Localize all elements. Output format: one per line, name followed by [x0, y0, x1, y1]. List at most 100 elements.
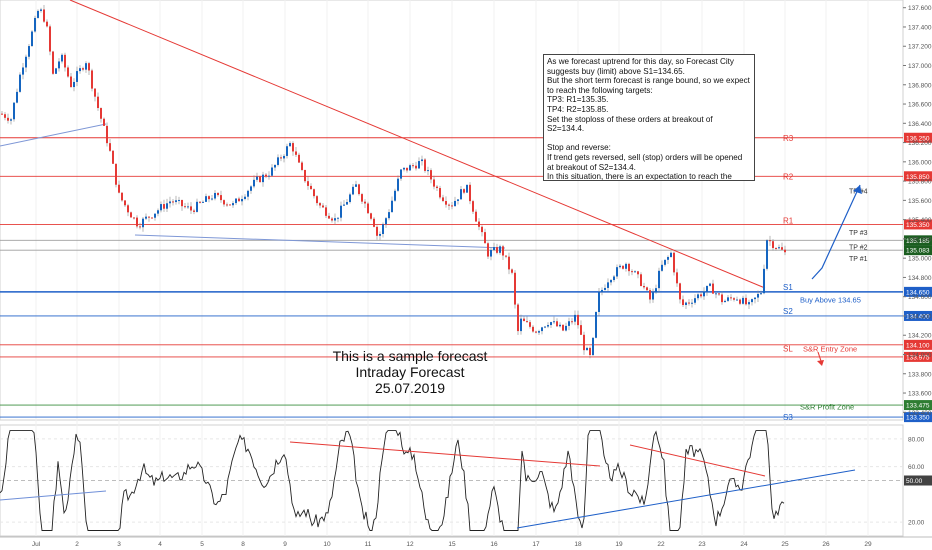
- candle-body: [469, 184, 471, 202]
- time-label: 11: [365, 541, 372, 548]
- candle-body: [511, 269, 513, 273]
- candle-body: [40, 9, 42, 11]
- candle-body: [283, 155, 285, 159]
- candle-body: [436, 186, 438, 189]
- candle-body: [583, 334, 585, 351]
- level-tag: [904, 245, 932, 256]
- candle-body: [313, 189, 315, 197]
- candle-body: [268, 175, 270, 177]
- candle-body: [214, 192, 216, 199]
- candle-body: [88, 63, 90, 71]
- candle-body: [316, 196, 318, 204]
- candle-body: [178, 199, 180, 201]
- candle-body: [79, 68, 81, 72]
- candle-body: [463, 189, 465, 193]
- candle-body: [526, 321, 528, 323]
- time-label: Jul: [32, 541, 41, 548]
- level-tag-label: 136.250: [906, 135, 930, 142]
- r3-label: R3: [783, 134, 794, 143]
- candle-body: [223, 200, 225, 205]
- candle-body: [556, 321, 558, 327]
- candle-body: [19, 74, 21, 92]
- candle-body: [646, 287, 648, 291]
- candle-body: [409, 165, 411, 171]
- candle-body: [229, 204, 231, 206]
- candle-body: [331, 218, 333, 221]
- candle-body: [181, 199, 183, 207]
- sl-label: SL: [783, 345, 793, 354]
- candle-body: [490, 249, 492, 257]
- time-label: 25: [781, 541, 789, 548]
- candle-body: [673, 252, 675, 273]
- candle-body: [55, 68, 57, 74]
- candle-body: [709, 283, 711, 286]
- tp2-label: TP #2: [849, 245, 868, 252]
- level-tag-label: 135.083: [906, 248, 930, 255]
- price-tick-label: 135.400: [908, 217, 932, 224]
- level-tag-label: 135.850: [906, 174, 930, 181]
- candle-body: [661, 264, 663, 271]
- candle-body: [478, 221, 480, 227]
- candle-body: [292, 143, 294, 152]
- candle-body: [298, 154, 300, 163]
- candle-body: [652, 292, 654, 300]
- candle-body: [343, 204, 345, 206]
- time-label: 3: [117, 541, 121, 548]
- candle-body: [565, 325, 567, 331]
- candle-body: [625, 263, 627, 269]
- candle-body: [718, 293, 720, 295]
- candle-body: [475, 211, 477, 222]
- forecast-note: As we forecast uptrend for this day, so …: [543, 54, 755, 181]
- candle-body: [700, 294, 702, 297]
- candle-body: [262, 174, 264, 183]
- candle-body: [274, 164, 276, 168]
- time-label: 2: [75, 541, 79, 548]
- candle-body: [43, 9, 45, 22]
- rsi-indicator: [0, 430, 856, 531]
- candle-body: [517, 304, 519, 332]
- candle-body: [208, 196, 210, 200]
- candle-body: [52, 51, 54, 74]
- profit-zone-label: S&R Profit Zone: [800, 403, 854, 412]
- candle-body: [697, 294, 699, 299]
- candle-body: [604, 287, 606, 290]
- candle-body: [277, 157, 279, 165]
- candle-body: [397, 178, 399, 191]
- price-tick-label: 137.000: [908, 63, 932, 70]
- rsi-resistance-line: [629, 444, 766, 477]
- candle-body: [25, 56, 27, 68]
- candle-body: [211, 198, 213, 200]
- time-label: 19: [615, 541, 623, 548]
- candle-body: [499, 246, 501, 253]
- candle-body: [7, 117, 9, 121]
- candle-body: [403, 167, 405, 170]
- candle-body: [136, 217, 138, 227]
- candle-body: [118, 184, 120, 193]
- caption-line-1: This is a sample forecast: [332, 348, 488, 364]
- candle-body: [685, 302, 687, 306]
- level-tag-label: 133.975: [906, 354, 930, 361]
- candle-body: [400, 169, 402, 179]
- level-tag: [904, 412, 932, 423]
- candle-body: [34, 17, 36, 32]
- candle-body: [496, 247, 498, 253]
- candle-body: [190, 206, 192, 211]
- rsi-support-line: [0, 490, 107, 501]
- candle-body: [724, 300, 726, 303]
- candle-body: [379, 233, 381, 236]
- candle-body: [619, 265, 621, 268]
- rsi-level-tag: [904, 475, 932, 486]
- time-label: 16: [490, 541, 498, 548]
- candle-body: [505, 255, 507, 257]
- candle-body: [781, 247, 783, 250]
- tp1-label: TP #1: [849, 256, 868, 263]
- candle-body: [91, 70, 93, 89]
- candle-body: [751, 299, 753, 303]
- candle-body: [100, 108, 102, 119]
- candle-body: [28, 46, 30, 57]
- candle-body: [763, 268, 765, 294]
- candle-body: [256, 176, 258, 180]
- candle-body: [4, 114, 6, 118]
- candle-body: [85, 63, 87, 70]
